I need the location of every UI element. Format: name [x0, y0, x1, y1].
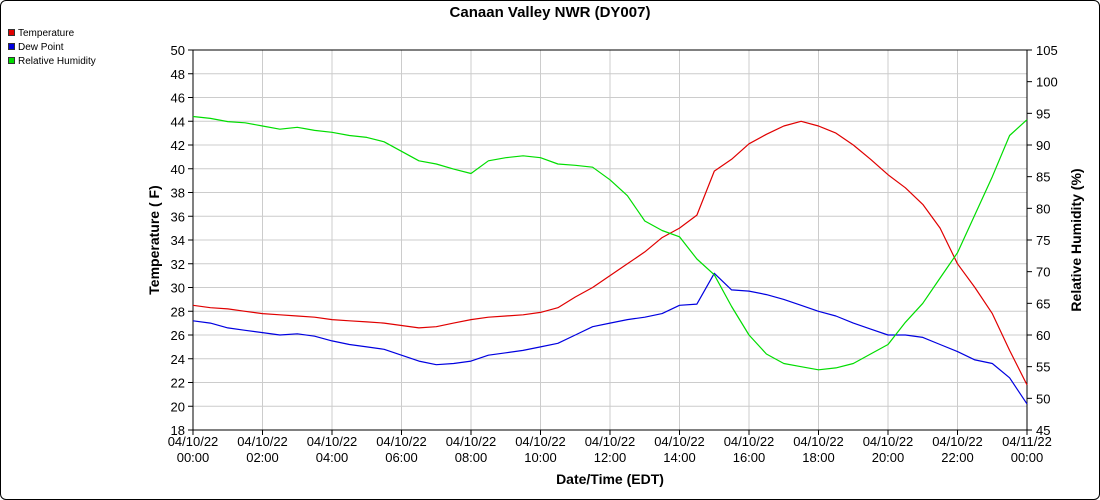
x-tick-date: 04/10/22 [168, 434, 219, 449]
y2-tick-label: 95 [1036, 106, 1050, 121]
y-tick-label: 26 [171, 328, 185, 343]
y-tick-label: 48 [171, 67, 185, 82]
x-tick-time: 00:00 [177, 450, 210, 465]
y-tick-label: 22 [171, 376, 185, 391]
x-tick-time: 14:00 [663, 450, 696, 465]
y-tick-label: 42 [171, 138, 185, 153]
legend-swatch-dew-point [8, 43, 15, 50]
x-tick-date: 04/10/22 [376, 434, 427, 449]
chart-legend: Temperature Dew Point Relative Humidity [8, 27, 96, 69]
x-tick-date: 04/10/22 [793, 434, 844, 449]
legend-label-dew-point: Dew Point [18, 42, 64, 53]
x-tick-time: 20:00 [872, 450, 905, 465]
y2-tick-label: 45 [1036, 423, 1050, 438]
x-tick-date: 04/10/22 [446, 434, 497, 449]
legend-label-temperature: Temperature [18, 28, 75, 39]
legend-item-temperature: Temperature [8, 27, 96, 41]
y-tick-label: 32 [171, 257, 185, 272]
legend-label-relative-humidity: Relative Humidity [18, 56, 96, 67]
legend-item-relative-humidity: Relative Humidity [8, 55, 96, 69]
x-tick-time: 12:00 [594, 450, 627, 465]
x-tick-date: 04/10/22 [863, 434, 914, 449]
x-tick-time: 22:00 [941, 450, 974, 465]
x-tick-date: 04/10/22 [515, 434, 566, 449]
y2-tick-label: 70 [1036, 265, 1050, 280]
legend-swatch-relative-humidity [8, 57, 15, 64]
x-tick-time: 02:00 [246, 450, 279, 465]
y-tick-label: 28 [171, 304, 185, 319]
chart-title: Canaan Valley NWR (DY007) [449, 4, 651, 21]
series-line-temperature [192, 120, 1028, 386]
y2-tick-label: 65 [1036, 296, 1050, 311]
x-tick-time: 10:00 [524, 450, 557, 465]
x-tick-date: 04/10/22 [585, 434, 636, 449]
x-tick-date: 04/10/22 [654, 434, 705, 449]
y-tick-label: 24 [171, 352, 185, 367]
y2-tick-label: 60 [1036, 328, 1050, 343]
y2-tick-label: 85 [1036, 170, 1050, 185]
x-tick-time: 06:00 [385, 450, 418, 465]
y2-tick-label: 100 [1036, 75, 1058, 90]
y-tick-label: 36 [171, 209, 185, 224]
x-tick-date: 04/10/22 [307, 434, 358, 449]
y2-tick-label: 55 [1036, 360, 1050, 375]
y2-tick-label: 105 [1036, 43, 1058, 58]
y-tick-label: 46 [171, 91, 185, 106]
y-tick-label: 40 [171, 162, 185, 177]
y-tick-label: 20 [171, 399, 185, 414]
x-tick-date: 04/10/22 [932, 434, 983, 449]
y-tick-label: 30 [171, 281, 185, 296]
x-tick-time: 08:00 [455, 450, 488, 465]
x-tick-time: 04:00 [316, 450, 349, 465]
y-tick-label: 38 [171, 186, 185, 201]
x-tick-time: 00:00 [1011, 450, 1044, 465]
x-tick-date: 04/10/22 [724, 434, 775, 449]
y2-tick-label: 75 [1036, 233, 1050, 248]
y-axis-label: Temperature ( F) [146, 185, 162, 294]
x-tick-time: 18:00 [802, 450, 835, 465]
x-tick-date: 04/10/22 [237, 434, 288, 449]
y-tick-label: 18 [171, 423, 185, 438]
series-line-dew-point [192, 272, 1028, 405]
series-line-relative-humidity [192, 115, 1028, 371]
y-tick-label: 44 [171, 114, 185, 129]
y2-axis-label: Relative Humidity (%) [1068, 168, 1084, 311]
y2-tick-label: 50 [1036, 391, 1050, 406]
x-axis-label: Date/Time (EDT) [556, 471, 664, 487]
legend-item-dew-point: Dew Point [8, 41, 96, 55]
y-tick-label: 50 [171, 43, 185, 58]
y-tick-label: 34 [171, 233, 185, 248]
y2-tick-label: 80 [1036, 201, 1050, 216]
legend-swatch-temperature [8, 29, 15, 36]
y2-tick-label: 90 [1036, 138, 1050, 153]
x-tick-time: 16:00 [733, 450, 766, 465]
plot-border [192, 49, 1028, 431]
x-tick-date: 04/11/22 [1002, 434, 1052, 449]
